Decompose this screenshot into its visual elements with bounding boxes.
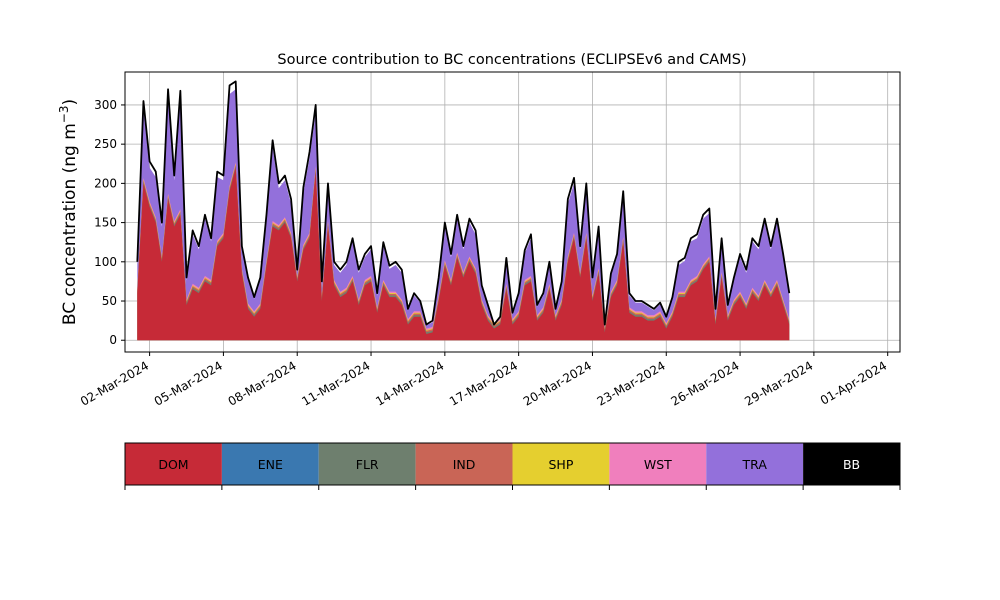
y-tick-label: 150 [94, 216, 117, 230]
y-tick-label: 0 [109, 333, 117, 347]
y-tick-label: 300 [94, 98, 117, 112]
x-tick-label: 02-Mar-2024 [78, 358, 151, 408]
legend-swatch-ind [415, 443, 513, 485]
total-line-path [136, 80, 791, 326]
x-tick-label: 17-Mar-2024 [447, 358, 520, 408]
y-tick-label: 200 [94, 176, 117, 190]
x-tick-label: 01-Apr-2024 [818, 358, 889, 407]
legend-label-flr: FLR [356, 457, 379, 472]
stacked-areas [137, 89, 790, 341]
total-line [136, 80, 791, 326]
plot-frame [124, 71, 901, 353]
area-dom [137, 167, 790, 341]
y-axis-ticks: 0 50 100 150 200 250 300 [94, 98, 125, 347]
legend-swatch-tra [706, 443, 804, 485]
legend-swatch-bb [803, 443, 900, 485]
legend: DOM ENE FLR IND SHP WST TRA BB [124, 442, 901, 490]
legend-swatch-dom [125, 443, 222, 485]
x-tick-label: 20-Mar-2024 [521, 358, 594, 408]
legend-label-tra: TRA [742, 457, 768, 472]
x-tick-label: 08-Mar-2024 [226, 358, 299, 408]
legend-label-wst: WST [644, 457, 672, 472]
y-tick-label: 250 [94, 137, 117, 151]
legend-swatch-ene [221, 443, 319, 485]
legend-label-dom: DOM [158, 457, 188, 472]
legend-label-ene: ENE [258, 457, 283, 472]
legend-label-ind: IND [453, 457, 476, 472]
legend-label-bb: BB [843, 457, 860, 472]
x-tick-label: 26-Mar-2024 [668, 358, 741, 408]
legend-label-shp: SHP [549, 457, 574, 472]
legend-swatch-shp [512, 443, 610, 485]
legend-swatch-flr [318, 443, 416, 485]
x-tick-label: 05-Mar-2024 [152, 358, 225, 408]
y-tick-label: 50 [102, 294, 117, 308]
x-axis-ticks: 02-Mar-2024 05-Mar-2024 08-Mar-2024 11-Mar-… [78, 352, 889, 409]
y-axis-label: BC concentration (ng m−3) [57, 99, 80, 325]
x-tick-label: 23-Mar-2024 [595, 358, 668, 408]
chart-title: Source contribution to BC concentrations… [277, 52, 746, 68]
y-tick-label: 100 [94, 255, 117, 269]
x-tick-label: 11-Mar-2024 [299, 358, 372, 408]
x-tick-label: 29-Mar-2024 [742, 358, 815, 408]
legend-swatch-wst [609, 443, 707, 485]
x-tick-label: 14-Mar-2024 [373, 358, 446, 408]
